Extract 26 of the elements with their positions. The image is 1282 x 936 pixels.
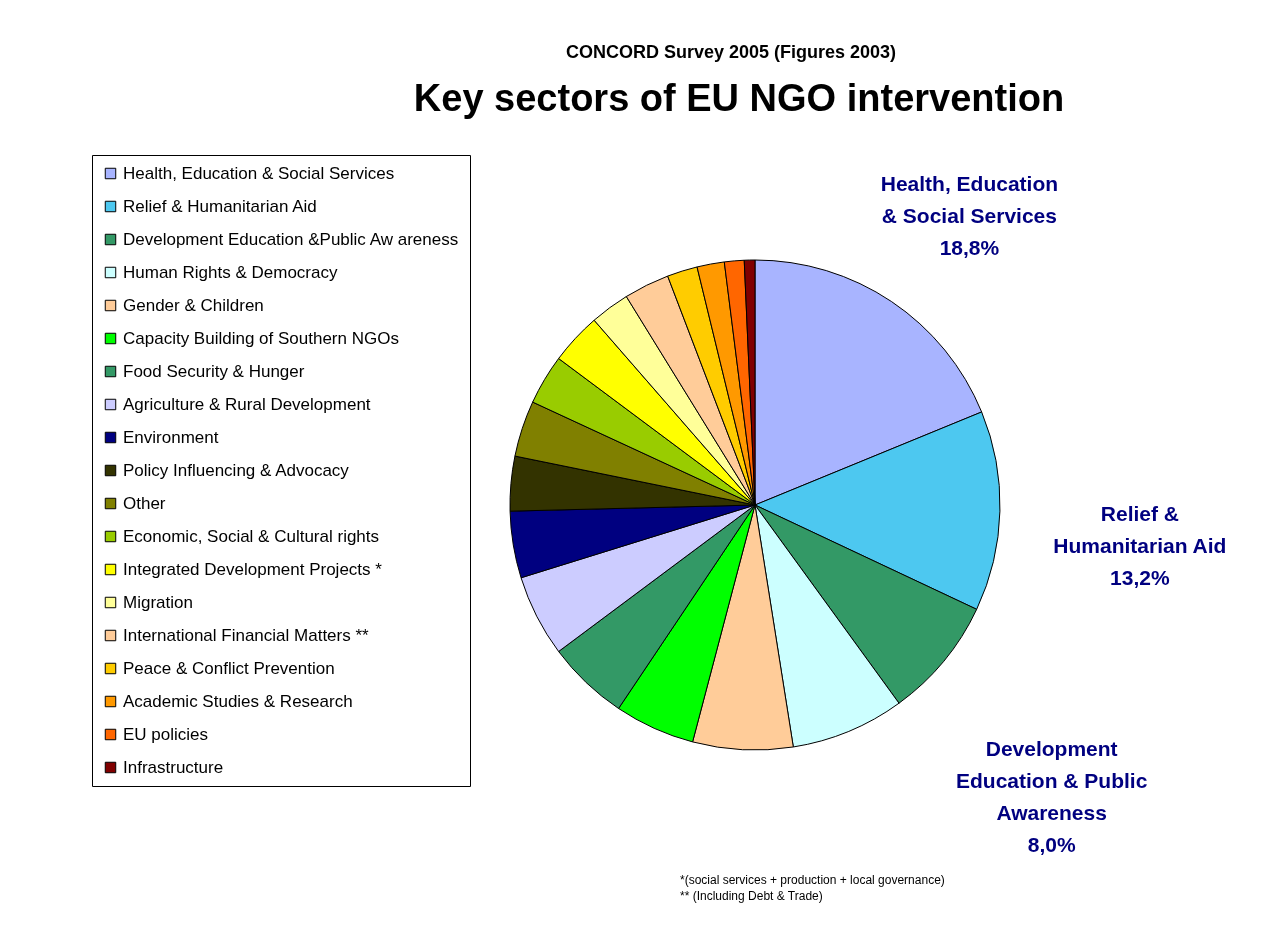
data-label: Development Education & Public Awareness 8,0% bbox=[955, 737, 1148, 857]
data-label: Relief & Humanitarian Aid 13,2% bbox=[1053, 501, 1227, 589]
legend-label: Capacity Building of Southern NGOs bbox=[123, 328, 399, 348]
legend-label: Migration bbox=[123, 592, 193, 612]
chart-title: Key sectors of EU NGO intervention bbox=[413, 77, 1065, 119]
legend-label: EU policies bbox=[123, 724, 209, 744]
legend-label: Health, Education & Social Services bbox=[123, 163, 395, 183]
legend-label: Relief & Humanitarian Aid bbox=[123, 196, 317, 216]
legend-label: Gender & Children bbox=[123, 295, 264, 315]
legend-label: Other bbox=[123, 493, 166, 513]
chart-subtitle: CONCORD Survey 2005 (Figures 2003) bbox=[565, 42, 897, 62]
legend-label: Environment bbox=[123, 427, 219, 447]
text: *(social services + production + local governance) bbox=[680, 873, 945, 887]
legend-label: International Financial Matters ** bbox=[123, 625, 370, 645]
legend-label: Policy Influencing & Advocacy bbox=[123, 460, 350, 480]
legend-label: Agriculture & Rural Development bbox=[123, 394, 371, 414]
legend-label: Development Education &Public Aw areness bbox=[123, 229, 459, 249]
legend-label: Peace & Conflict Prevention bbox=[123, 658, 335, 678]
legend-label: Infrastructure bbox=[123, 757, 224, 777]
text: ** (Including Debt & Trade) bbox=[680, 889, 823, 903]
legend-label: Economic, Social & Cultural rights bbox=[123, 526, 380, 546]
legend-label: Integrated Development Projects * bbox=[123, 559, 383, 579]
legend-label: Academic Studies & Research bbox=[123, 691, 353, 711]
legend-label: Human Rights & Democracy bbox=[123, 262, 338, 282]
data-label: Health, Education & Social Services 18,8% bbox=[880, 172, 1059, 260]
legend-label: Food Security & Hunger bbox=[123, 361, 305, 381]
